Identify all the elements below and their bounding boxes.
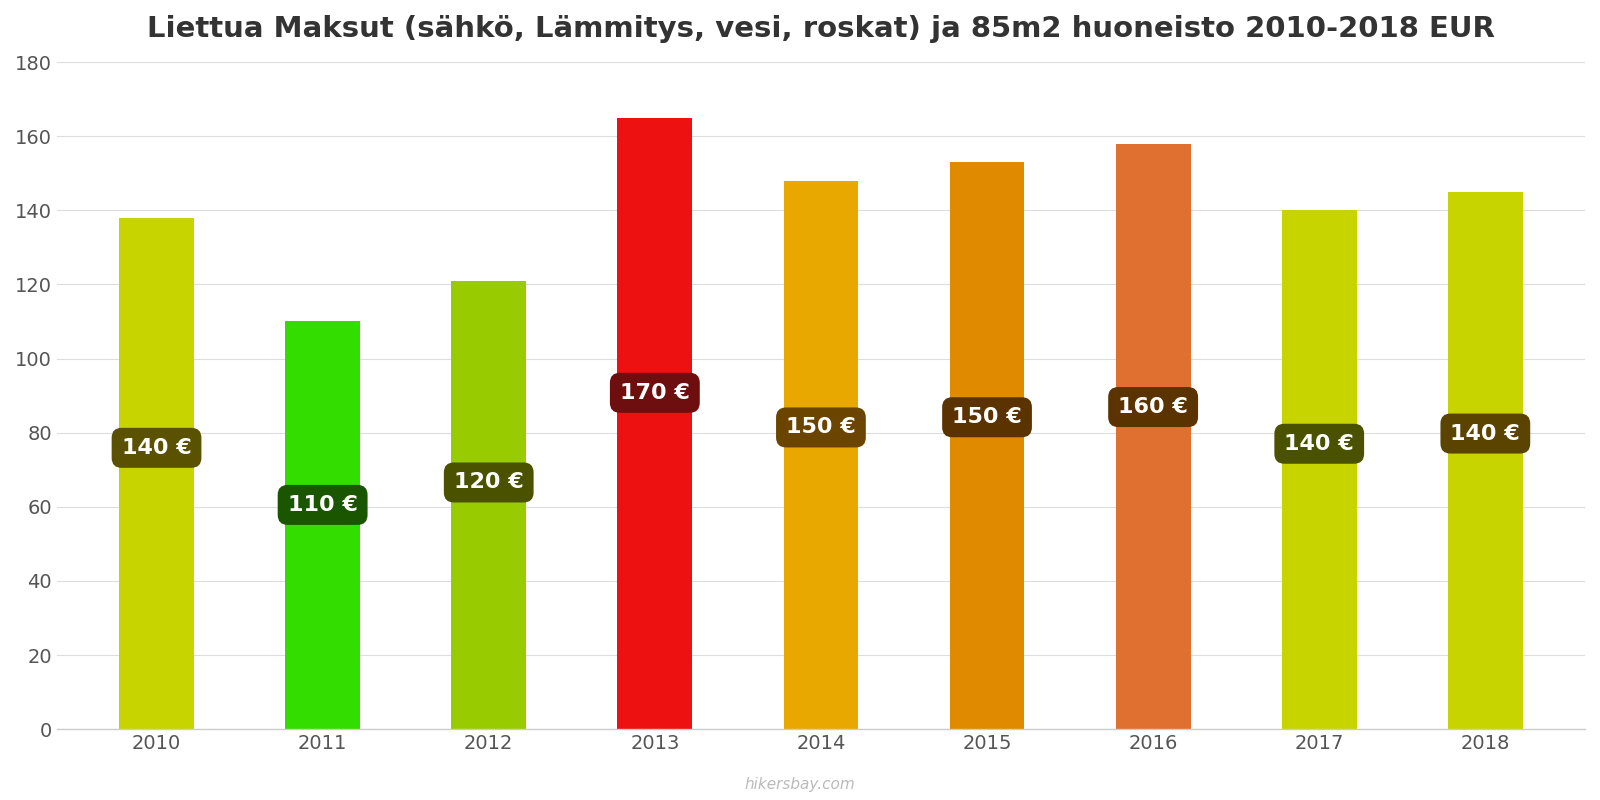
Text: 120 €: 120 €: [454, 473, 523, 493]
Bar: [784, 181, 858, 729]
Bar: [618, 118, 693, 729]
Text: 110 €: 110 €: [288, 495, 357, 515]
Text: 140 €: 140 €: [1451, 423, 1520, 443]
Text: 150 €: 150 €: [952, 407, 1022, 427]
Bar: [1448, 192, 1523, 729]
Text: 140 €: 140 €: [122, 438, 192, 458]
Title: Liettua Maksut (sähkö, Lämmitys, vesi, roskat) ja 85m2 huoneisto 2010-2018 EUR: Liettua Maksut (sähkö, Lämmitys, vesi, r…: [147, 15, 1494, 43]
Bar: [451, 281, 526, 729]
Bar: [285, 322, 360, 729]
Bar: [1115, 143, 1190, 729]
Text: hikersbay.com: hikersbay.com: [744, 777, 856, 792]
Text: 140 €: 140 €: [1285, 434, 1354, 454]
Bar: [118, 218, 194, 729]
Text: 150 €: 150 €: [786, 418, 856, 438]
Bar: [1282, 210, 1357, 729]
Bar: [950, 162, 1024, 729]
Text: 170 €: 170 €: [619, 382, 690, 402]
Text: 160 €: 160 €: [1118, 397, 1189, 417]
